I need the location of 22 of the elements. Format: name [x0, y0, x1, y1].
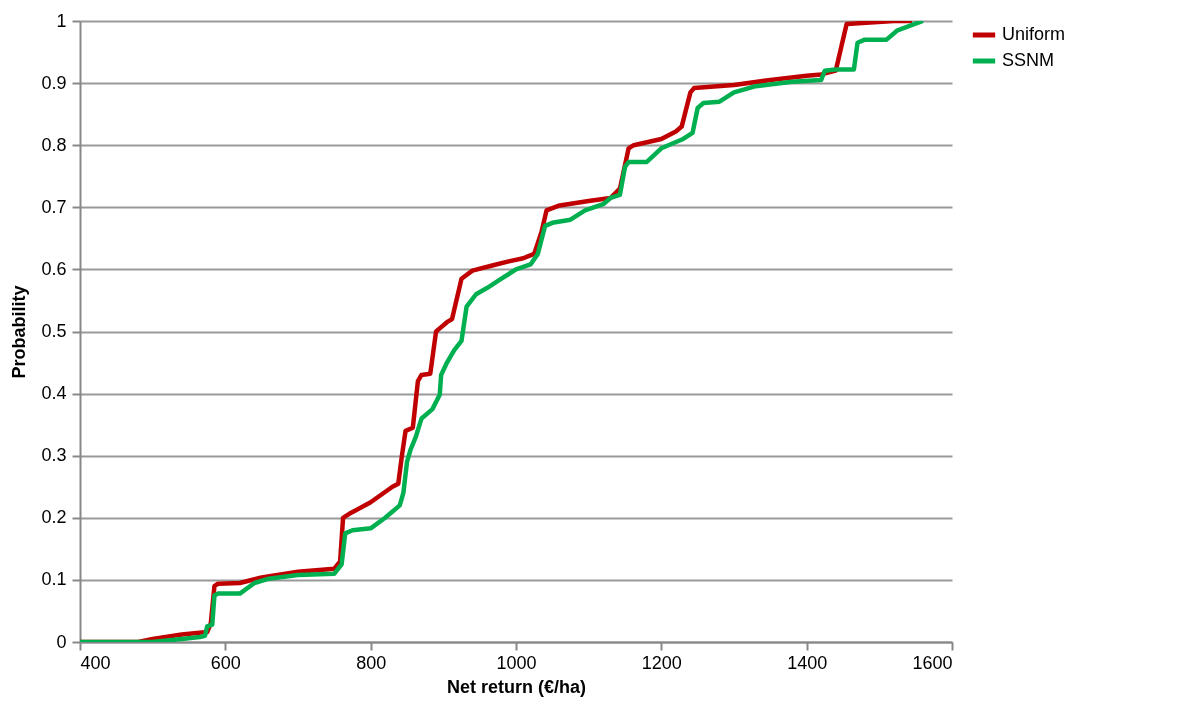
x-tick-label: 600 — [210, 652, 241, 673]
y-tick-label: 1 — [56, 10, 67, 31]
y-tick-label: 0.9 — [41, 72, 67, 93]
x-tick-label: 800 — [356, 652, 387, 673]
y-tick-label: 0.4 — [41, 383, 67, 404]
x-tick-label: 400 — [80, 652, 111, 673]
x-axis-title: Net return (€/ha) — [446, 676, 587, 697]
y-tick-label: 0.7 — [41, 196, 67, 217]
x-tick-label: 1600 — [912, 652, 953, 673]
y-tick-label: 0 — [56, 631, 67, 652]
y-tick-label: 0.3 — [41, 445, 67, 466]
legend-label: SSNM — [1002, 50, 1055, 70]
x-tick-label: 1000 — [496, 652, 537, 673]
legend-label: Uniform — [1002, 24, 1066, 44]
y-tick-label: 0.6 — [41, 258, 67, 279]
y-tick-label: 0.8 — [41, 134, 67, 155]
x-tick-label: 1200 — [641, 652, 682, 673]
y-axis-title: Probability — [9, 285, 30, 379]
y-tick-label: 0.1 — [41, 569, 67, 590]
y-tick-label: 0.5 — [41, 321, 67, 341]
x-tick-label: 1400 — [787, 652, 828, 673]
y-tick-label: 0.2 — [41, 507, 67, 528]
